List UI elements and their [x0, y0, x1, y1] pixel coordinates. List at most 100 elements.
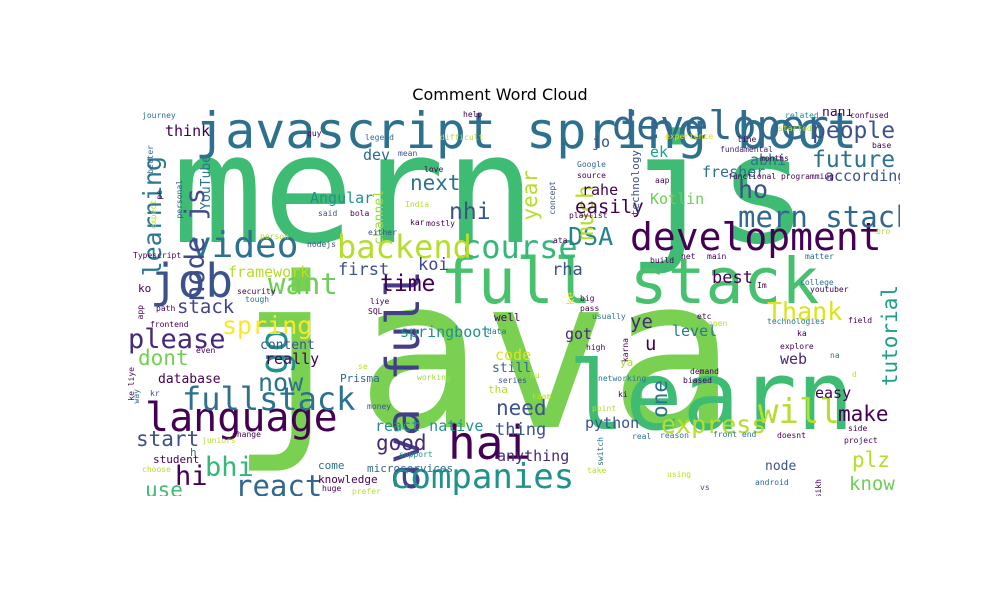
word-python: python	[585, 414, 640, 432]
word-companies: companies	[390, 457, 575, 496]
word-main: main	[707, 252, 727, 261]
word-frontend: frontend	[150, 320, 189, 329]
word-development: development	[630, 215, 882, 259]
word-networking: networking	[598, 374, 647, 383]
word-hi: hi	[175, 461, 208, 492]
word-said: said	[318, 209, 338, 218]
word-best: best	[712, 268, 753, 288]
word-high: high	[586, 343, 606, 352]
word-using: using	[667, 470, 692, 479]
word-still: still	[492, 361, 532, 376]
word-biased: biased	[683, 376, 712, 385]
word-related: related	[785, 111, 819, 120]
word-change: change	[232, 430, 261, 439]
word-sql: SQL	[368, 307, 383, 316]
word-expect: expect	[149, 200, 158, 229]
word-point: point	[592, 404, 617, 413]
word-even: even	[196, 346, 216, 355]
word-huge: huge	[322, 484, 342, 493]
word-plz: plz	[852, 448, 890, 472]
word-person: person	[260, 232, 289, 241]
word-fresher: fresher	[702, 163, 766, 181]
word-d: d	[852, 370, 857, 379]
word-koi: koi	[418, 255, 449, 275]
word-fundamental: fundamental	[720, 145, 773, 154]
word-easy: easy	[815, 384, 852, 402]
word-typescript: Typescript	[133, 251, 182, 260]
word-use: use	[145, 478, 183, 497]
word-student: student	[153, 453, 200, 466]
word-start: start	[136, 427, 200, 451]
word-difficult: difficult	[440, 133, 484, 142]
word-pe: pe	[155, 190, 164, 200]
word-bhi: bhi	[205, 452, 254, 483]
word-net: net	[681, 252, 696, 261]
word-help: help	[463, 110, 483, 119]
word-take: take	[587, 466, 607, 475]
word-technology: technology	[629, 150, 642, 217]
word-vs: vs	[700, 483, 710, 492]
word-need: need	[496, 396, 547, 420]
word-course: course	[462, 228, 578, 266]
word-language: language	[145, 395, 338, 441]
word-experience: experience	[665, 132, 714, 141]
word-u: u	[645, 333, 657, 355]
word-kaam: kaam	[532, 392, 552, 401]
word-android: android	[755, 478, 789, 487]
chart-title: Comment Word Cloud	[412, 85, 588, 104]
word-react: react	[235, 469, 323, 497]
word-easily: easily	[575, 196, 644, 218]
word-ata: ata	[553, 236, 568, 245]
word-months: months	[760, 154, 789, 163]
word-prisma: Prisma	[340, 372, 380, 385]
word-aap: aap	[655, 176, 670, 185]
word-springboot: springboot	[400, 323, 491, 341]
word-express: express	[661, 410, 767, 439]
word-h: h	[190, 446, 197, 459]
word-prefer: prefer	[352, 487, 381, 496]
word-either: either	[368, 228, 397, 237]
word-better: better	[146, 145, 155, 174]
word-money: money	[367, 402, 392, 411]
word-think: think	[165, 122, 211, 140]
word-dont: dont	[138, 346, 189, 370]
word-tough: tough	[245, 295, 270, 304]
word-guy: guy	[307, 129, 322, 138]
word-now: now	[258, 368, 304, 397]
word-good: good	[376, 431, 427, 455]
word-youtuber: youtuber	[810, 285, 849, 294]
word-college: college	[800, 278, 834, 287]
word-concept: concept	[548, 181, 557, 215]
word-thank: Thank	[767, 297, 843, 326]
word-open: open	[708, 319, 728, 328]
word-demand: demand	[690, 367, 719, 376]
word-anything: anything	[497, 447, 570, 465]
word-ko: ko	[138, 282, 152, 295]
word-ye: ye	[630, 311, 653, 333]
word-java: java	[230, 232, 736, 477]
word-se: se	[358, 362, 368, 371]
word-thing: thing	[495, 420, 547, 440]
word-side: side	[848, 424, 868, 433]
word-got: got	[565, 325, 593, 343]
word-framework: framework	[228, 263, 310, 281]
word-mern-js: mern js	[172, 109, 809, 278]
word-spring: spring	[222, 311, 313, 340]
word-mean: mean	[398, 149, 418, 158]
word-come: come	[318, 459, 345, 472]
word-first: first	[338, 260, 390, 280]
word-full-stack: full stack	[440, 245, 820, 318]
word-kr: kr	[150, 389, 160, 398]
word-please: please	[128, 324, 226, 355]
word-na: na	[830, 351, 840, 360]
word-etc: etc	[697, 312, 712, 321]
word-make: make	[838, 402, 889, 426]
word-choose: choose	[142, 465, 171, 474]
word-personal: personal	[175, 180, 184, 219]
word-app: app	[136, 305, 145, 320]
word-front-end: front end	[713, 430, 757, 439]
word-juniors: juniors	[202, 436, 236, 445]
word-rahe: rahe	[582, 181, 619, 199]
word-will: will	[758, 392, 840, 432]
